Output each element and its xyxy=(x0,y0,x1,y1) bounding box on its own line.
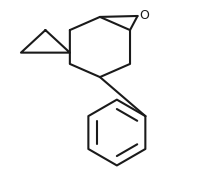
Text: O: O xyxy=(139,9,149,23)
